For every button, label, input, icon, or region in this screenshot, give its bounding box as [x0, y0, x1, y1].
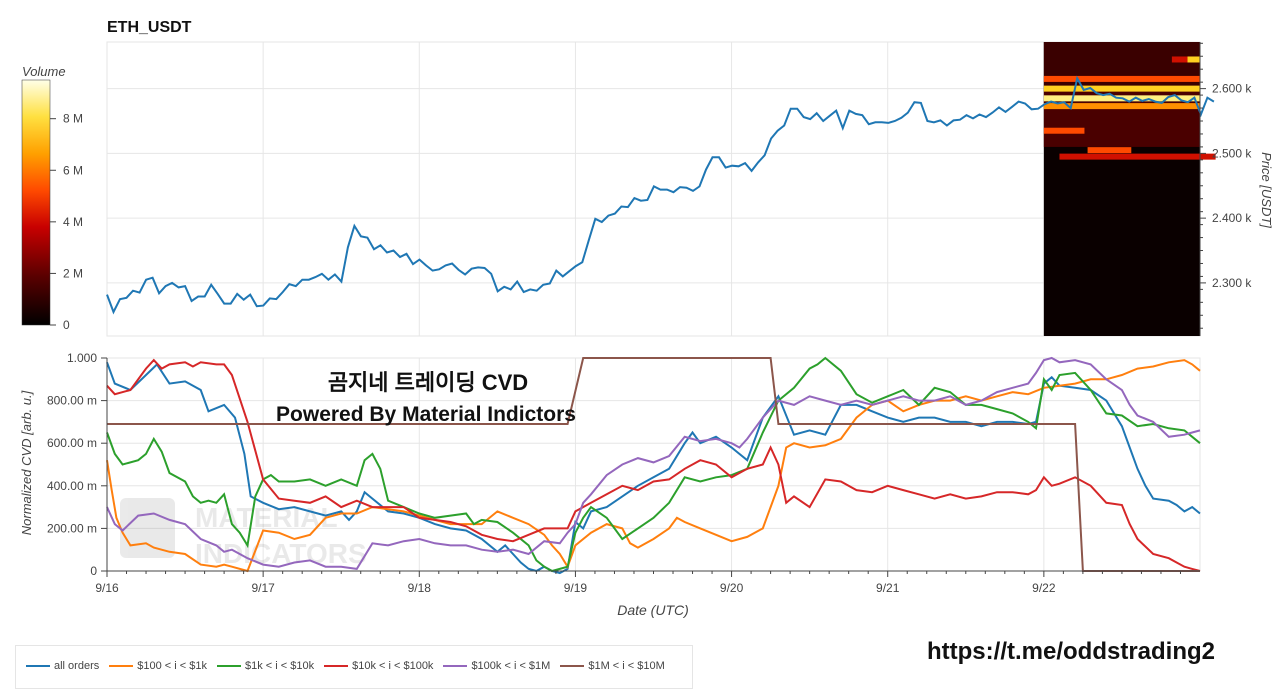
price-panel: 2.300 k 2.400 k 2.500 k 2.600 k Price [USDT…	[106, 41, 1274, 337]
price-y-tick-label: 2.600 k	[1212, 82, 1252, 96]
cvd-x-ticks: 9/16 9/17 9/18 9/19 9/20 9/21 9/22	[95, 571, 1181, 595]
colorbar-tick-label: 0	[63, 318, 70, 332]
cvd-x-tick-label: 9/22	[1032, 581, 1056, 595]
colorbar-tick-label: 2 M	[63, 266, 83, 280]
cvd-series-lines	[106, 356, 1201, 575]
legend-label: $100 < i < $1k	[137, 660, 207, 672]
cvd-x-tick-label: 9/17	[251, 581, 275, 595]
overlay-title-korean: 곰지네 트레이딩 CVD	[328, 370, 528, 395]
price-y-tick-label: 2.500 k	[1212, 146, 1252, 160]
price-y-tick-label: 2.300 k	[1212, 276, 1252, 290]
cvd-y-tick-label: 1.000	[67, 351, 97, 365]
cvd-y-tick-label: 0	[90, 564, 97, 578]
heatmap-volume-band	[1043, 85, 1200, 92]
cvd-y-ticks: 0 200.00 m 400.00 m 600.00 m 800.00 m 1.000	[47, 351, 107, 578]
legend-item-0[interactable]: all orders	[26, 660, 99, 672]
colorbar-ticks: 0 2 M 4 M 6 M 8 M	[50, 112, 83, 332]
legend-item-2[interactable]: $1k < i < $10k	[216, 660, 315, 672]
cvd-series-4	[106, 356, 1201, 570]
legend-item-4[interactable]: $100k < i < $1M	[443, 660, 550, 672]
cvd-x-tick-label: 9/21	[876, 581, 900, 595]
heatmap-volume-band	[1087, 147, 1132, 154]
cvd-series-5	[107, 357, 1200, 572]
legend: all orders $100 < i < $1k $1k < i < $10k $1…	[15, 645, 693, 689]
heatmap-volume-band	[1059, 153, 1216, 160]
colorbar-tick-label: 6 M	[63, 163, 83, 177]
legend-label: $1k < i < $10k	[244, 660, 315, 672]
legend-swatch	[216, 665, 241, 667]
legend-swatch	[26, 665, 50, 667]
legend-swatch	[443, 665, 468, 667]
heatmap-volume-band	[1187, 56, 1200, 63]
cvd-series-3	[106, 358, 1201, 572]
cvd-x-tick-label: 9/20	[720, 581, 744, 595]
watermark-text-2: INDICATORS	[195, 538, 367, 569]
cvd-y-tick-label: 600.00 m	[47, 436, 97, 450]
cvd-y-axis-label: Normalized CVD [arb. u.]	[19, 390, 34, 535]
cvd-x-tick-label: 9/19	[564, 581, 588, 595]
price-series-line	[106, 75, 1215, 315]
overlay-powered-by: Powered By Material Indictors	[276, 403, 576, 426]
colorbar-tick-label: 8 M	[63, 112, 83, 126]
material-indicators-watermark: MATERIAL INDICATORS	[120, 498, 367, 569]
price-y-ticks: 2.300 k 2.400 k 2.500 k 2.600 k	[1200, 42, 1252, 329]
cvd-y-tick-label: 800.00 m	[47, 394, 97, 408]
chart-title: ETH_USDT	[107, 19, 192, 36]
legend-swatch	[324, 665, 349, 667]
cvd-series-1	[106, 359, 1201, 573]
legend-label: $10k < i < $100k	[352, 660, 434, 672]
cvd-x-tick-label: 9/16	[95, 581, 119, 595]
cvd-x-axis-label: Date (UTC)	[617, 602, 689, 618]
legend-swatch	[560, 665, 585, 667]
cvd-y-tick-label: 200.00 m	[47, 521, 97, 535]
heatmap-volume-band	[1171, 56, 1188, 63]
watermark-logo-icon	[120, 498, 175, 558]
legend-item-1[interactable]: $100 < i < $1k	[109, 660, 207, 672]
legend-label: $100k < i < $1M	[471, 660, 551, 672]
footer-link[interactable]: https://t.me/oddstrading2	[927, 638, 1215, 665]
cvd-series-2	[106, 356, 1201, 573]
legend-item-5[interactable]: $1M < i < $10M	[560, 660, 665, 672]
legend-item-3[interactable]: $10k < i < $100k	[324, 660, 433, 672]
heatmap-volume-band	[1043, 127, 1085, 134]
price-grid	[107, 42, 1200, 336]
watermark-text-1: MATERIAL	[195, 502, 338, 533]
colorbar-title: Volume	[22, 64, 66, 79]
legend-swatch	[109, 665, 134, 667]
price-y-tick-label: 2.400 k	[1212, 211, 1252, 225]
price-y-axis-label: Price [USDT]	[1259, 152, 1274, 228]
cvd-x-tick-label: 9/18	[408, 581, 432, 595]
heatmap-volume-band	[1043, 75, 1200, 82]
volume-heatmap	[1043, 42, 1216, 336]
cvd-panel: MATERIAL INDICATORS 0 200.00 m 400.00 m 600…	[19, 351, 1201, 618]
cvd-y-tick-label: 400.00 m	[47, 479, 97, 493]
legend-label: all orders	[54, 660, 100, 672]
colorbar-tick-label: 4 M	[63, 215, 83, 229]
legend-label: $1M < i < $10M	[588, 660, 665, 672]
legend-row: all orders $100 < i < $1k $1k < i < $10k $1…	[26, 660, 675, 672]
colorbar	[21, 79, 51, 326]
heatmap-volume-band	[1043, 103, 1200, 110]
